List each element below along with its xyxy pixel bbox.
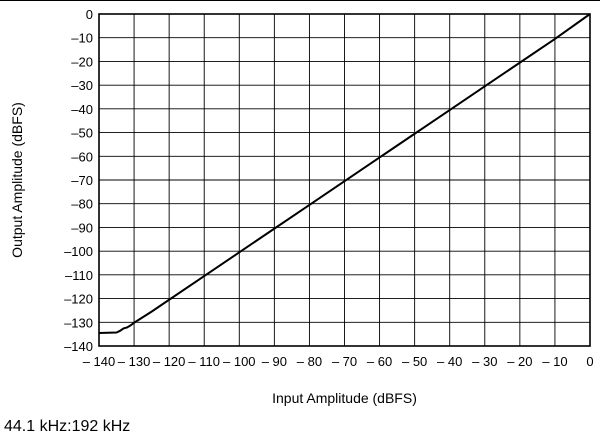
y-tick-label: –130 xyxy=(64,315,93,330)
y-tick-label: –40 xyxy=(71,102,93,117)
y-tick-label: –10 xyxy=(71,31,93,46)
y-tick-label: –70 xyxy=(71,173,93,188)
x-tick-label: – 20 xyxy=(507,354,532,369)
x-axis-ticks: – 140– 130– 120– 110– 100– 90– 80– 70– 6… xyxy=(83,354,594,369)
y-tick-label: –20 xyxy=(71,54,93,69)
y-tick-label: –140 xyxy=(64,339,93,354)
y-axis-label: Output Amplitude (dBFS) xyxy=(9,102,25,258)
y-tick-label: 0 xyxy=(86,7,93,22)
x-tick-label: – 110 xyxy=(188,354,220,369)
y-tick-label: –110 xyxy=(65,268,93,283)
top-rule xyxy=(0,0,600,1)
y-tick-label: –50 xyxy=(71,126,93,141)
y-tick-label: –30 xyxy=(71,78,93,93)
x-tick-label: – 50 xyxy=(402,354,427,369)
x-tick-label: – 10 xyxy=(542,354,567,369)
x-tick-label: – 70 xyxy=(332,354,357,369)
x-tick-label: – 90 xyxy=(262,354,287,369)
y-tick-label: –80 xyxy=(71,197,93,212)
x-tick-label: 0 xyxy=(586,354,593,369)
y-tick-label: –60 xyxy=(71,149,93,164)
y-tick-label: –100 xyxy=(64,244,93,259)
x-tick-label: – 60 xyxy=(367,354,392,369)
y-tick-label: –120 xyxy=(64,292,93,307)
x-tick-label: – 120 xyxy=(153,354,186,369)
x-tick-label: – 40 xyxy=(437,354,462,369)
y-tick-label: –90 xyxy=(71,220,93,235)
x-tick-label: – 140 xyxy=(83,354,116,369)
x-axis-label: Input Amplitude (dBFS) xyxy=(272,390,417,406)
x-tick-label: – 130 xyxy=(118,354,151,369)
x-tick-label: – 80 xyxy=(297,354,322,369)
series-line xyxy=(98,13,591,334)
caption: 44.1 kHz:192 kHz xyxy=(4,418,131,435)
plot-frame xyxy=(98,13,591,347)
y-axis-ticks: 0 –10 –20 –30 –40 –50 –60 –70 –80 –90 –100 –110 –120… xyxy=(64,7,93,354)
x-tick-label: – 30 xyxy=(472,354,497,369)
x-tick-label: – 100 xyxy=(223,354,256,369)
